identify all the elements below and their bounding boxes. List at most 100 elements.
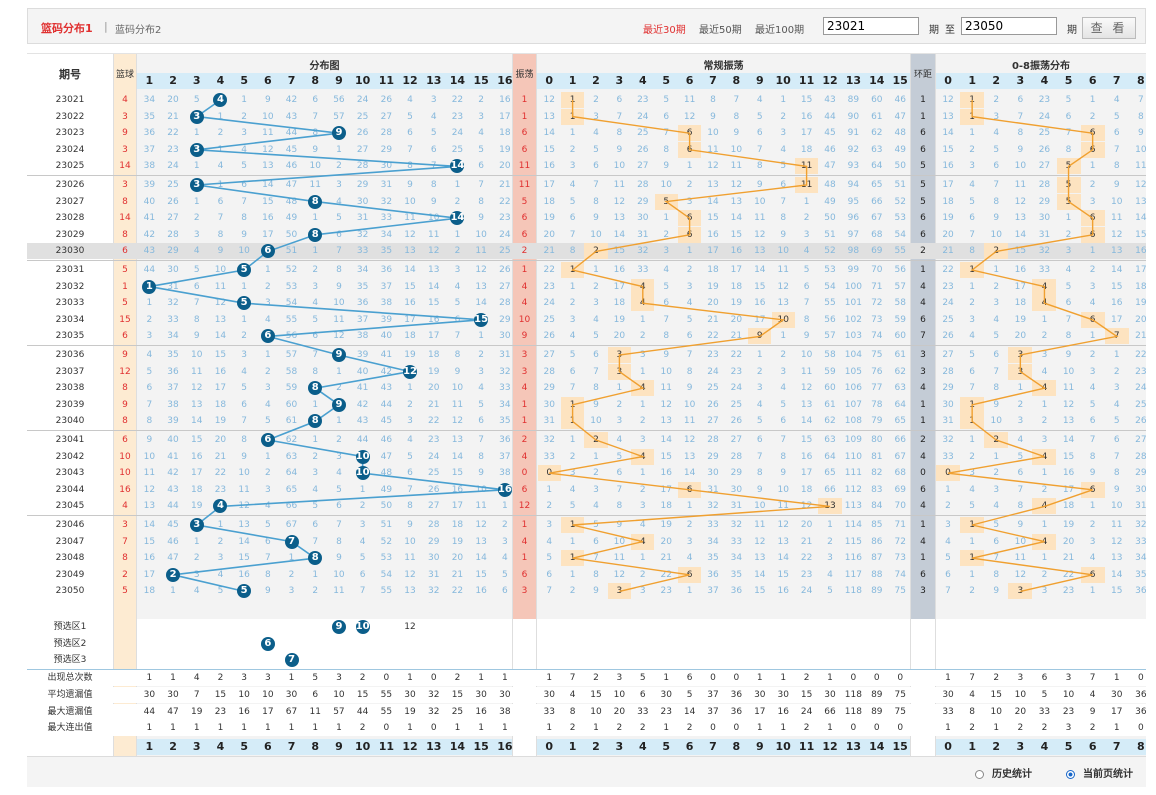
omission-cell: 22	[214, 468, 227, 479]
dist08-cell: 23	[1062, 586, 1075, 597]
stats-regular-cell: 17	[754, 706, 766, 717]
regular-col-header: 5	[662, 74, 671, 87]
prediction-ball[interactable]: 6	[260, 636, 275, 651]
regular-cell: 2	[803, 213, 810, 224]
omission-cell: 10	[333, 569, 345, 580]
omission-cell: 4	[336, 468, 342, 479]
regular-cell: 35	[730, 569, 743, 580]
regular-cell: 24	[637, 111, 649, 122]
stats-dist16-cell: 32	[428, 689, 440, 700]
regular-cell: 7	[593, 553, 599, 564]
stats-dist16-cell: 1	[501, 673, 508, 683]
omission-cell: 35	[356, 281, 369, 292]
regular-cell: 14	[613, 229, 626, 240]
omission-cell: 7	[407, 144, 413, 155]
to-period-input[interactable]	[961, 17, 1057, 35]
omission-cell: 52	[285, 265, 298, 275]
omission-cell: 13	[451, 435, 464, 445]
lanqiu-value: 8	[122, 383, 128, 394]
regular-cell: 9	[756, 484, 763, 495]
range-100-link[interactable]: 最近100期	[755, 25, 805, 36]
dist08-cell: 5	[1113, 416, 1120, 427]
omission-cell: 18	[428, 350, 440, 360]
dist08-cell: 2	[969, 298, 975, 309]
dist08-cell: 10	[1111, 196, 1123, 207]
stats-dist08-cell: 23	[1062, 706, 1075, 717]
omission-cell: 8	[336, 265, 342, 275]
omission-cell: 14	[191, 416, 203, 427]
prediction-ball[interactable]: 7	[284, 653, 299, 667]
regular-cell: 103	[844, 331, 862, 342]
prediction-ball[interactable]: 10	[355, 620, 370, 634]
prediction-ball[interactable]: 9	[331, 620, 346, 634]
omission-cell: 43	[356, 416, 369, 427]
period-header[interactable]: 期号	[59, 68, 81, 81]
zhenfu-value: 6	[521, 213, 528, 224]
prediction-huanju-bg	[911, 619, 935, 635]
omission-cell: 42	[285, 95, 298, 105]
regular-col-footer: 11	[798, 740, 815, 753]
zhenfu-value: 6	[521, 569, 528, 580]
omission-cell: 1	[193, 536, 200, 547]
regular-cell: 74	[894, 569, 906, 580]
dist08-col-footer: 0	[944, 740, 952, 753]
from-period-input[interactable]	[823, 17, 919, 35]
regular-cell: 8	[756, 161, 763, 172]
stats-dist16-cell: 2	[217, 673, 224, 683]
omission-cell: 41	[356, 383, 369, 394]
regular-cell: 9	[663, 161, 670, 172]
huanju-value: 0	[920, 468, 926, 479]
huanju-value: 3	[920, 366, 926, 377]
regular-cell: 6	[593, 536, 599, 547]
stats-dist08-cell: 1	[1113, 673, 1120, 683]
period-cell: 23045	[55, 501, 85, 512]
dist08-cell: 1	[1089, 501, 1096, 512]
regular-cell: 3	[780, 128, 787, 139]
omission-cell: 28	[499, 298, 511, 309]
dist08-cell: 5	[945, 553, 951, 564]
lanqiu-value: 8	[122, 553, 128, 564]
omission-cell: 1	[336, 366, 342, 377]
tab-distribution-1[interactable]: 篮码分布1	[41, 22, 93, 35]
regular-cell: 14	[800, 416, 813, 427]
stats-regular-cell: 0	[710, 673, 716, 683]
omission-cell: 12	[238, 501, 250, 512]
stats-regular-cell: 89	[871, 689, 883, 700]
dist08-col-header: 2	[992, 74, 1001, 87]
regular-cell: 8	[733, 111, 740, 122]
regular-cell: 23	[660, 586, 672, 597]
stats-regular-cell: 1	[546, 723, 553, 734]
regular-cell: 5	[593, 331, 599, 342]
regular-cell: 1	[803, 196, 810, 207]
omission-cell: 17	[428, 331, 440, 342]
regular-cell: 13	[543, 111, 555, 122]
current-stats-radio[interactable]: 当前页统计	[1066, 765, 1133, 780]
range-50-link[interactable]: 最近50期	[699, 25, 742, 36]
dist08-cell: 1	[1089, 161, 1096, 172]
prediction-lanqiu-bg	[114, 635, 136, 652]
history-stats-radio[interactable]: 历史统计	[975, 765, 1032, 780]
tab-distribution-2[interactable]: 蓝码分布2	[115, 25, 162, 36]
period-cell: 23024	[55, 144, 85, 155]
omission-cell: 15	[143, 536, 156, 547]
radio-on-icon	[1066, 769, 1075, 779]
regular-cell: 12	[730, 180, 743, 190]
stats-regular-cell: 5	[639, 673, 646, 683]
query-button[interactable]: 查 看	[1082, 17, 1136, 39]
range-30-link[interactable]: 最近30期	[643, 25, 686, 36]
regular-cell: 57	[894, 281, 906, 292]
regular-cell: 12	[613, 196, 626, 207]
omission-cell: 8	[430, 180, 437, 190]
omission-cell: 36	[143, 128, 156, 139]
dist08-cell: 1	[1089, 331, 1096, 342]
stats-regular-cell: 3	[616, 673, 623, 683]
omission-cell: 17	[499, 111, 511, 122]
dist08-cell: 15	[1111, 281, 1123, 292]
stats-dist16-cell: 3	[264, 673, 271, 683]
dist08-cell: 7	[993, 366, 1000, 377]
stats-regular-cell: 0	[733, 723, 740, 734]
omission-cell: 5	[359, 553, 366, 564]
omission-cell: 9	[407, 520, 413, 530]
zhenfu-value: 6	[521, 484, 528, 495]
dist08-cell: 17	[1111, 314, 1123, 325]
